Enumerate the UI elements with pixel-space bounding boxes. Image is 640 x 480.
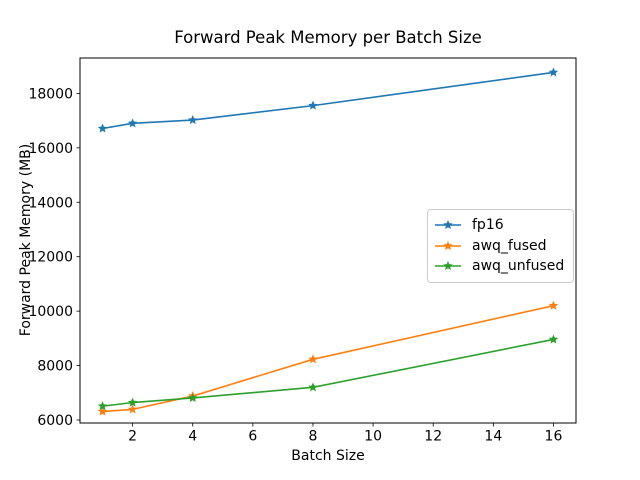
legend-line-sample-awq_unfused — [435, 261, 461, 271]
y-tick-label: 8000 — [37, 359, 73, 375]
data-point-awq_unfused — [97, 401, 108, 411]
data-point-awq_fused — [308, 354, 318, 364]
star-marker-icon — [443, 240, 453, 250]
y-tick-label: 16000 — [28, 141, 73, 157]
legend: fp16 awq_fused awq_unfused — [427, 209, 575, 283]
data-point-awq_fused — [127, 404, 138, 414]
data-point-awq_unfused — [308, 382, 318, 392]
legend-entry-fp16: fp16 — [434, 215, 564, 236]
series-line-fp16 — [101, 71, 555, 130]
x-axis-label: Batch Size — [291, 448, 365, 464]
x-tick-label: 14 — [484, 429, 502, 445]
legend-line-sample-fp16 — [435, 220, 461, 230]
data-point-fp16 — [187, 115, 198, 125]
data-point-awq_unfused — [127, 397, 138, 407]
data-point-awq_unfused — [187, 392, 198, 402]
x-tick-label: 16 — [545, 429, 563, 445]
x-tick-label: 8 — [309, 429, 318, 445]
legend-entry-awq_fused: awq_fused — [434, 236, 564, 257]
data-point-fp16 — [127, 118, 138, 128]
axes-frame — [79, 57, 577, 424]
y-tick-label: 10000 — [28, 304, 73, 320]
legend-entry-awq_unfused: awq_unfused — [434, 256, 564, 277]
data-point-awq_fused — [97, 406, 108, 416]
y-tick-label: 12000 — [28, 250, 73, 266]
legend-label: awq_fused — [472, 237, 547, 254]
x-tick-label: 12 — [424, 429, 442, 445]
data-point-fp16 — [308, 100, 318, 110]
data-point-fp16 — [97, 123, 108, 133]
x-tick-label: 4 — [188, 429, 197, 445]
data-point-fp16 — [548, 67, 559, 77]
y-tick-label: 18000 — [28, 86, 73, 102]
legend-label: fp16 — [472, 217, 504, 234]
chart-title: Forward Peak Memory per Batch Size — [174, 28, 482, 47]
y-tick-label: 14000 — [28, 195, 73, 211]
series-line-awq_unfused — [101, 338, 555, 407]
star-marker-icon — [443, 261, 453, 271]
y-tick-label: 6000 — [37, 413, 73, 429]
legend-label: awq_unfused — [472, 258, 565, 275]
x-tick-label: 10 — [364, 429, 382, 445]
data-point-awq_unfused — [548, 334, 559, 344]
x-tick-label: 2 — [128, 429, 137, 445]
x-tick-label: 6 — [248, 429, 257, 445]
legend-line-sample-awq_fused — [435, 240, 461, 250]
star-marker-icon — [443, 220, 453, 230]
data-point-awq_fused — [548, 300, 559, 310]
series-line-awq_fused — [101, 304, 555, 413]
